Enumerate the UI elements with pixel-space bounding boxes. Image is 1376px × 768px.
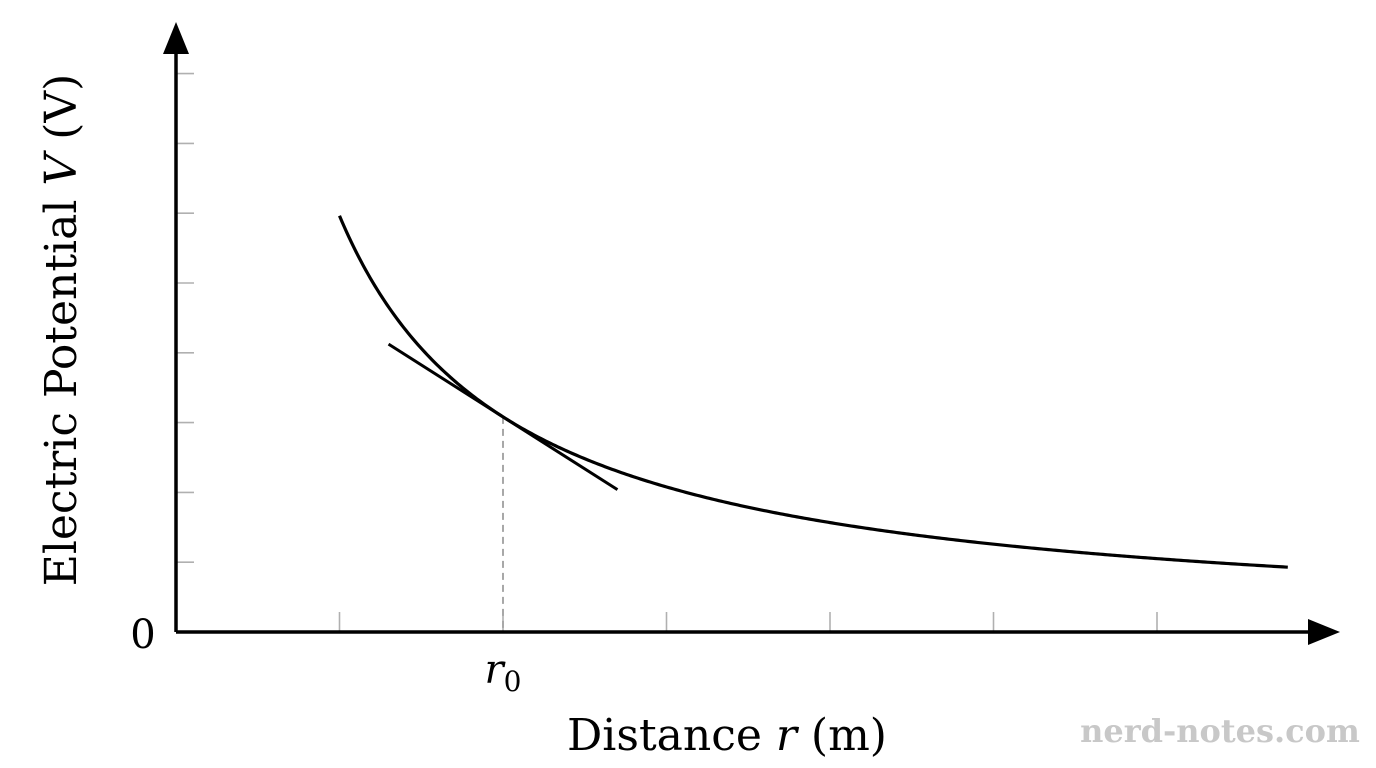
watermark: nerd-notes.com — [1080, 712, 1360, 750]
y-axis-label-unit: (V) — [36, 74, 87, 154]
y-axis-label-text: Electric Potential — [36, 186, 87, 587]
x-axis-label-var: r — [776, 710, 800, 761]
r0-label-base: r — [485, 647, 507, 693]
y-ticks — [176, 72, 194, 564]
r0-label: r0 — [485, 647, 522, 698]
x-axis-arrow — [1308, 619, 1340, 645]
origin-label: 0 — [130, 612, 155, 658]
x-axis-label-unit: (m) — [797, 710, 887, 761]
potential-curve — [338, 215, 1288, 569]
y-axis-label-var: V — [36, 150, 87, 186]
x-axis-label-text: Distance — [567, 710, 776, 761]
x-axis-label: Distance r (m) — [567, 710, 887, 761]
tangent-line — [387, 342, 619, 491]
r0-label-subscript: 0 — [504, 665, 522, 698]
x-ticks — [338, 612, 1158, 632]
y-axis-label: Electric Potential V (V) — [36, 74, 87, 587]
y-axis-arrow — [163, 22, 189, 54]
